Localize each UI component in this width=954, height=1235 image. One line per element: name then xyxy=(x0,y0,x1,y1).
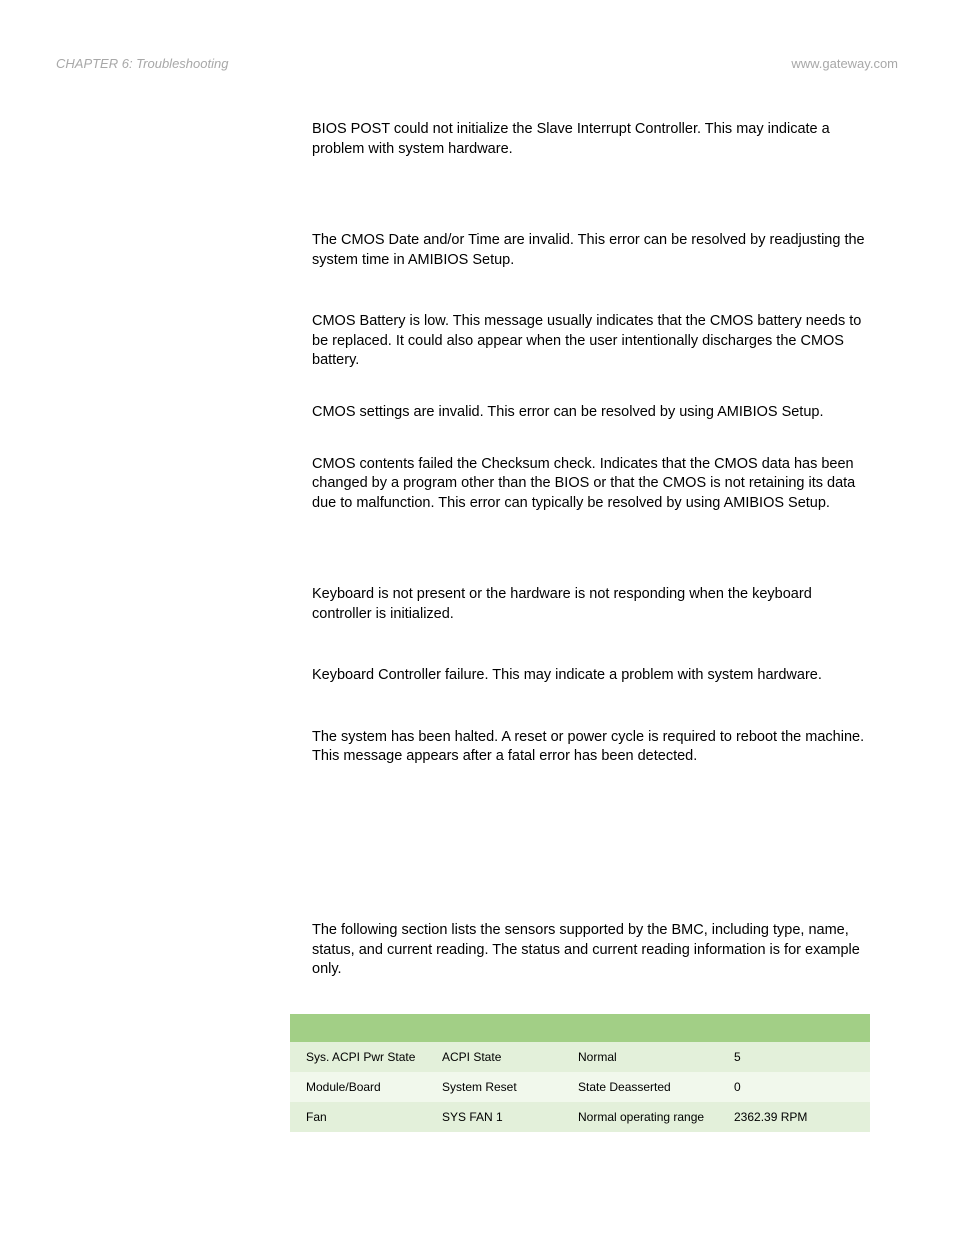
main-text-column: BIOS POST could not initialize the Slave… xyxy=(312,120,868,994)
cell-type: Sys. ACPI Pwr State xyxy=(306,1050,442,1064)
body-paragraph: BIOS POST could not initialize the Slave… xyxy=(312,120,868,159)
header-url: www.gateway.com xyxy=(791,56,898,71)
table-header-row xyxy=(290,1014,870,1042)
body-paragraph: Keyboard is not present or the hardware … xyxy=(312,585,868,624)
body-paragraph: CMOS Battery is low. This message usuall… xyxy=(312,312,868,371)
table-row: Fan SYS FAN 1 Normal operating range 236… xyxy=(290,1102,870,1132)
cell-type: Module/Board xyxy=(306,1080,442,1094)
table-row: Sys. ACPI Pwr State ACPI State Normal 5 xyxy=(290,1042,870,1072)
body-paragraph: CMOS contents failed the Checksum check.… xyxy=(312,455,868,514)
chapter-label: CHAPTER 6: Troubleshooting xyxy=(56,56,228,71)
cell-reading: 0 xyxy=(734,1080,854,1094)
cell-status: Normal xyxy=(578,1050,734,1064)
cell-reading: 5 xyxy=(734,1050,854,1064)
body-paragraph: The following section lists the sensors … xyxy=(312,921,868,980)
body-paragraph: The CMOS Date and/or Time are invalid. T… xyxy=(312,231,868,270)
cell-type: Fan xyxy=(306,1110,442,1124)
sensor-table: Sys. ACPI Pwr State ACPI State Normal 5 … xyxy=(290,1014,870,1132)
table-row: Module/Board System Reset State Deassert… xyxy=(290,1072,870,1102)
body-paragraph: Keyboard Controller failure. This may in… xyxy=(312,666,868,686)
cell-status: State Deasserted xyxy=(578,1080,734,1094)
cell-name: System Reset xyxy=(442,1080,578,1094)
cell-status: Normal operating range xyxy=(578,1110,734,1124)
cell-reading: 2362.39 RPM xyxy=(734,1110,854,1124)
body-paragraph: CMOS settings are invalid. This error ca… xyxy=(312,403,868,423)
cell-name: ACPI State xyxy=(442,1050,578,1064)
body-paragraph: The system has been halted. A reset or p… xyxy=(312,728,868,767)
cell-name: SYS FAN 1 xyxy=(442,1110,578,1124)
